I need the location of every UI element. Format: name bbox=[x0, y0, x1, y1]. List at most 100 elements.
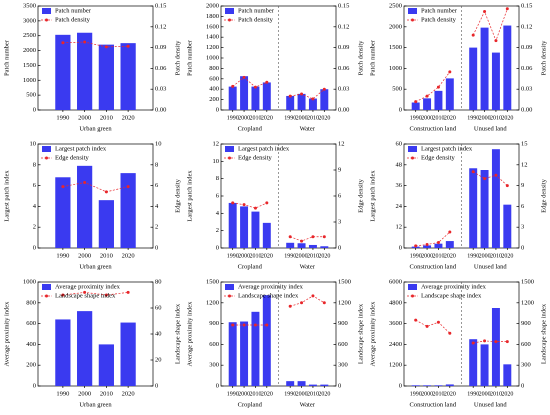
y-tick-label: 0 bbox=[216, 106, 219, 113]
x-tick-label: 1990 bbox=[284, 115, 296, 121]
legend-label: Largest patch index bbox=[421, 145, 473, 152]
y2-tick-label: 900 bbox=[338, 320, 348, 327]
x-tick-label: 2020 bbox=[122, 114, 135, 121]
y-tick-label: 3500 bbox=[23, 2, 36, 9]
density-line bbox=[290, 236, 325, 242]
x-tick-label: 2020 bbox=[261, 115, 273, 121]
legend-dot bbox=[45, 156, 48, 160]
bar bbox=[251, 86, 260, 110]
bar bbox=[98, 344, 114, 386]
point bbox=[126, 44, 130, 48]
y-tick-label: 2000 bbox=[206, 2, 219, 9]
y2-tick-label: 40 bbox=[155, 330, 162, 337]
legend-label: Patch density bbox=[55, 16, 91, 23]
y2-axis-title: Edge density bbox=[357, 178, 364, 213]
density-line bbox=[473, 340, 508, 344]
density-line bbox=[62, 182, 129, 193]
y-tick-label: 600 bbox=[26, 320, 36, 327]
y2-tick-label: 300 bbox=[338, 362, 348, 369]
y2-tick-label: 0.12 bbox=[338, 23, 349, 30]
bar bbox=[503, 204, 512, 248]
point bbox=[414, 244, 418, 248]
y-axis-title: Patch number bbox=[369, 39, 376, 76]
point bbox=[494, 173, 498, 177]
x-tick-label: 2020 bbox=[444, 391, 456, 397]
x-tick-label: 2010 bbox=[307, 253, 319, 259]
group-label: Water bbox=[300, 125, 316, 132]
legend-dot bbox=[228, 156, 231, 160]
y2-tick-label: 0 bbox=[155, 382, 158, 389]
y-tick-label: 400 bbox=[209, 86, 219, 93]
x-tick-label: 2010 bbox=[249, 391, 261, 397]
x-tick-label: 2000 bbox=[296, 115, 308, 121]
legend-label: Largest patch index bbox=[55, 145, 107, 152]
point bbox=[104, 293, 108, 297]
y2-tick-label: 12 bbox=[521, 161, 528, 168]
legend-label: Landscape shape index bbox=[55, 292, 116, 299]
legend-dot bbox=[411, 18, 414, 22]
bar bbox=[240, 76, 249, 110]
x-tick-label: 1990 bbox=[284, 253, 296, 259]
point bbox=[425, 243, 429, 247]
y2-tick-label: 12 bbox=[338, 140, 345, 147]
point bbox=[311, 294, 315, 298]
y2-tick-label: 0 bbox=[521, 382, 524, 389]
bar bbox=[411, 385, 420, 386]
point bbox=[242, 203, 246, 207]
point bbox=[288, 304, 292, 308]
point bbox=[300, 239, 304, 243]
bar bbox=[434, 243, 443, 248]
point bbox=[126, 290, 130, 294]
y-tick-label: 1000 bbox=[389, 65, 402, 72]
y-tick-label: 6 bbox=[33, 182, 37, 189]
point bbox=[414, 100, 418, 104]
point bbox=[322, 301, 326, 305]
point bbox=[231, 323, 235, 327]
y-tick-label: 1800 bbox=[206, 13, 219, 20]
y2-tick-label: 0.06 bbox=[338, 65, 350, 72]
point bbox=[265, 201, 269, 205]
bar bbox=[251, 211, 260, 248]
x-tick-label: 2000 bbox=[479, 253, 491, 259]
y-tick-label: 10 bbox=[213, 158, 220, 165]
x-tick-label: 2000 bbox=[421, 115, 433, 121]
x-tick-label: 2010 bbox=[307, 391, 319, 397]
group-label: Water bbox=[300, 401, 316, 408]
x-tick-label: 2020 bbox=[501, 391, 513, 397]
bar bbox=[55, 319, 71, 386]
y2-tick-label: 0.00 bbox=[338, 106, 349, 113]
y-tick-label: 10 bbox=[30, 140, 37, 147]
bar bbox=[297, 93, 306, 110]
legend-dot bbox=[411, 294, 414, 298]
legend-dot bbox=[45, 294, 48, 298]
x-tick-label: 2000 bbox=[238, 253, 250, 259]
y-tick-label: 200 bbox=[26, 362, 36, 369]
legend-swatch bbox=[408, 8, 417, 14]
plot-frame bbox=[37, 143, 154, 249]
y-axis-title: Average proximity index bbox=[3, 301, 10, 367]
group-label: Water bbox=[300, 263, 316, 270]
y-tick-label: 8 bbox=[216, 175, 219, 182]
legend-swatch bbox=[225, 284, 234, 290]
y-tick-label: 0 bbox=[216, 382, 219, 389]
legend-label: Landscape shape index bbox=[421, 292, 482, 299]
x-tick-label: 1990 bbox=[227, 391, 239, 397]
y-tick-label: 0 bbox=[33, 382, 36, 389]
point bbox=[300, 92, 304, 96]
density-line bbox=[62, 292, 129, 296]
y2-axis-title: Landscape shape index bbox=[174, 303, 181, 364]
density-line bbox=[62, 41, 129, 48]
y2-tick-label: 10 bbox=[155, 140, 162, 147]
point bbox=[471, 33, 475, 37]
x-tick-label: 1990 bbox=[467, 391, 479, 397]
point bbox=[231, 201, 235, 205]
bar bbox=[286, 381, 295, 386]
y2-tick-label: 300 bbox=[521, 362, 531, 369]
y-tick-label: 3000 bbox=[23, 17, 36, 24]
y2-axis-title: Edge density bbox=[540, 178, 547, 213]
bar bbox=[262, 295, 271, 386]
y-tick-label: 0 bbox=[399, 106, 402, 113]
y-tick-label: 400 bbox=[26, 341, 36, 348]
legend-label: Patch number bbox=[55, 7, 92, 14]
